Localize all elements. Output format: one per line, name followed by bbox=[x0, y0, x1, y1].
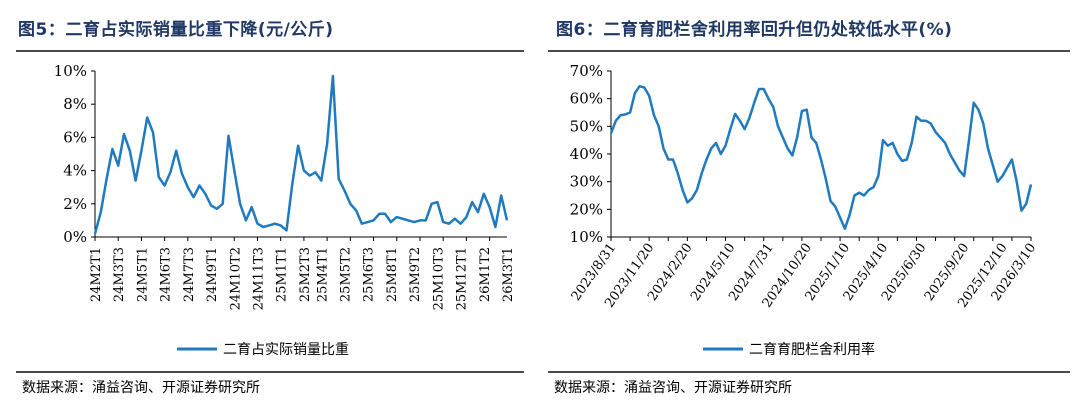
x-tick-label-left: 26M1T2 bbox=[478, 247, 493, 302]
chart-panel-left: 图5：二育占实际销量比重下降(元/公斤) 0% 2% 4% 6% 8% 10% 24M2T1… bbox=[0, 0, 528, 414]
chart-panel-right: 图6：二育育肥栏舍利用率回升但仍处较低水平(%) 10% 20% 30% 40% 50%… bbox=[538, 0, 1080, 414]
source-rule-right bbox=[548, 371, 1070, 373]
x-tick-label-left: 25M4T1 bbox=[315, 247, 330, 302]
y-tick-label-right: 20% bbox=[570, 200, 603, 218]
source-note-right: 数据来源：涌益咨询、开源证券研究所 bbox=[554, 380, 792, 396]
y-tick-label-left: 2% bbox=[63, 195, 87, 213]
x-tick-label-left: 25M8T1 bbox=[385, 247, 400, 302]
chart-title-left: 图5：二育占实际销量比重下降(元/公斤) bbox=[18, 20, 334, 40]
legend-label-left: 二育占实际销量比重 bbox=[223, 342, 349, 358]
title-rule-left bbox=[16, 50, 524, 52]
x-tick-label-left: 25M5T2 bbox=[339, 247, 354, 302]
y-tick-label-left: 4% bbox=[63, 162, 87, 180]
x-tick-label-left: 25M2T3 bbox=[298, 247, 313, 302]
x-tick-label-left: 25M10T3 bbox=[431, 247, 446, 310]
series-line-right bbox=[609, 84, 1033, 230]
source-rule-left bbox=[16, 371, 524, 373]
title-rule-right bbox=[548, 50, 1070, 52]
line-chart-left: 0% 2% 4% 6% 8% 10% 24M2T1 24M3T3 24M5T1 24M6T3 24M… bbox=[54, 62, 516, 358]
x-tick-label-left: 26M3T1 bbox=[501, 247, 516, 302]
y-tick-label-left: 6% bbox=[63, 128, 87, 146]
x-tick-label-left: 25M9T2 bbox=[408, 247, 423, 302]
y-tick-label-left: 8% bbox=[63, 95, 87, 113]
chart-title-right: 图6：二育育肥栏舍利用率回升但仍处较低水平(%) bbox=[556, 20, 953, 40]
x-tick-label-left: 24M3T3 bbox=[112, 247, 127, 302]
y-tick-label-right: 70% bbox=[570, 62, 603, 80]
y-tick-label-right: 30% bbox=[570, 173, 603, 191]
x-tick-label-left: 25M6T3 bbox=[362, 247, 377, 302]
x-tick-label-left: 24M9T1 bbox=[205, 247, 220, 302]
y-tick-label-right: 50% bbox=[570, 117, 603, 135]
legend-label-right: 二育育肥栏舍利用率 bbox=[749, 341, 875, 358]
x-tick-label-left: 24M2T1 bbox=[89, 247, 104, 302]
line-chart-right: 10%20%30%40%50%60%70%2023/8/312023/11/20… bbox=[569, 62, 1040, 358]
source-note-left: 数据来源：涌益咨询、开源证券研究所 bbox=[22, 380, 260, 396]
y-tick-label-right: 60% bbox=[570, 90, 603, 108]
x-tick-label-left: 25M1T1 bbox=[275, 247, 290, 302]
series-line-left bbox=[93, 74, 509, 235]
y-tick-label-right: 40% bbox=[570, 145, 603, 163]
x-tick-label-left: 24M6T3 bbox=[159, 247, 174, 302]
y-tick-label-left: 0% bbox=[63, 228, 87, 246]
x-tick-label-left: 24M7T3 bbox=[182, 247, 197, 302]
y-tick-label-left: 10% bbox=[54, 62, 87, 80]
x-tick-label-left: 24M11T3 bbox=[251, 247, 266, 310]
x-tick-label-left: 24M10T2 bbox=[228, 247, 243, 310]
y-tick-label-right: 10% bbox=[570, 228, 603, 246]
x-tick-label-left: 25M12T1 bbox=[455, 247, 470, 310]
x-tick-label-left: 24M5T1 bbox=[135, 247, 150, 302]
